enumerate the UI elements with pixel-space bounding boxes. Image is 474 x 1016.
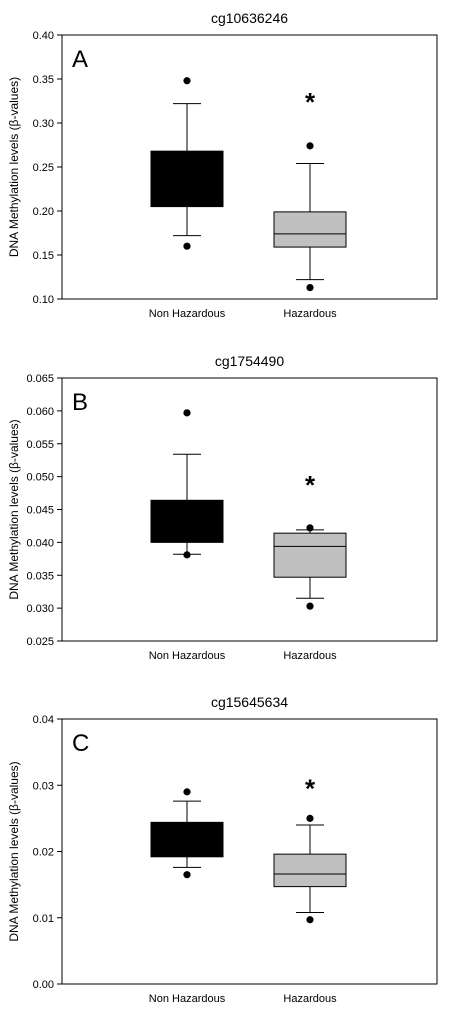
y-tick-label: 0.050: [26, 472, 54, 484]
x-tick-label: Non Hazardous: [149, 308, 226, 320]
y-tick-label: 0.30: [33, 118, 54, 130]
y-tick-label: 0.030: [26, 603, 54, 615]
box-iqr: [273, 853, 347, 888]
y-axis-label: DNA Methylation levels (β-values): [7, 761, 21, 941]
outlier-point: [183, 77, 191, 85]
x-tick-label: Hazardous: [283, 993, 337, 1005]
y-tick-label: 0.40: [33, 30, 54, 42]
outlier-point: [306, 283, 314, 292]
y-tick-label: 0.01: [33, 913, 54, 925]
outlier-point: [183, 409, 191, 417]
y-tick-label: 0.040: [26, 537, 54, 549]
chart-panel-c: cg15645634 C 0.00 0.01 0.02 0.03 0.04 DNA Methy…: [7, 694, 438, 1005]
plot-frame: [61, 718, 438, 985]
y-tick-label: 0.045: [26, 505, 54, 517]
chart-panel-b: cg1754490 B 0.025 0.030 0.035 0.040 0.045 0.050…: [7, 353, 438, 662]
y-tick-label: 0.025: [26, 636, 54, 648]
outlier-point: [183, 551, 191, 559]
x-tick-label: Hazardous: [283, 650, 337, 662]
x-tick-label: Non Hazardous: [149, 650, 226, 662]
outlier-point: [306, 602, 314, 610]
panel-letter: B: [72, 389, 88, 416]
panel-letter: C: [72, 730, 89, 757]
outlier-point: [306, 916, 314, 924]
chart-title: cg1754490: [215, 353, 285, 369]
y-tick-label: 0.20: [33, 206, 54, 218]
y-tick-label: 0.035: [26, 570, 54, 582]
outlier-point: [306, 814, 314, 822]
plot-frame: [61, 377, 438, 642]
chart-title: cg15645634: [211, 694, 288, 710]
box-iqr: [273, 211, 347, 248]
outlier-point: [306, 524, 314, 532]
significance-asterisk: *: [305, 773, 316, 803]
y-tick-label: 0.25: [33, 162, 54, 174]
x-tick-label: Hazardous: [283, 308, 337, 320]
chart-title: cg10636246: [211, 10, 288, 26]
y-tick-label: 0.02: [33, 847, 54, 859]
y-axis-label: DNA Methylation levels (β-values): [7, 419, 21, 599]
outlier-point: [183, 871, 191, 879]
box-iqr: [150, 821, 224, 858]
box-non-hazardous: [150, 409, 224, 559]
significance-asterisk: *: [305, 87, 316, 117]
box-iqr: [150, 150, 224, 208]
y-tick-label: 0.055: [26, 439, 54, 451]
outlier-point: [183, 242, 191, 250]
x-tick-label: Non Hazardous: [149, 993, 226, 1005]
y-tick-label: 0.060: [26, 406, 54, 418]
box-hazardous: [273, 524, 347, 610]
outlier-point: [306, 142, 314, 150]
panel-letter: A: [72, 46, 88, 73]
y-tick-label: 0.35: [33, 74, 54, 86]
box-non-hazardous: [150, 788, 224, 879]
y-tick-label: 0.065: [26, 373, 54, 385]
y-axis-label: DNA Methylation levels (β-values): [7, 77, 21, 257]
box-iqr: [150, 499, 224, 543]
box-hazardous: [273, 814, 347, 924]
box-hazardous: [273, 142, 347, 292]
plot-frame: [61, 34, 438, 300]
y-tick-label: 0.03: [33, 780, 54, 792]
significance-asterisk: *: [305, 470, 316, 500]
y-tick-label: 0.15: [33, 250, 54, 262]
y-tick-label: 0.00: [33, 979, 54, 991]
outlier-point: [183, 788, 191, 796]
box-iqr: [273, 532, 347, 578]
chart-panel-a: cg10636246 A 0.10 0.15 0.20 0.25 0.30 0.35 0.40 D…: [7, 10, 438, 320]
box-non-hazardous: [150, 77, 224, 250]
y-tick-label: 0.04: [33, 714, 54, 726]
y-tick-label: 0.10: [33, 294, 54, 306]
